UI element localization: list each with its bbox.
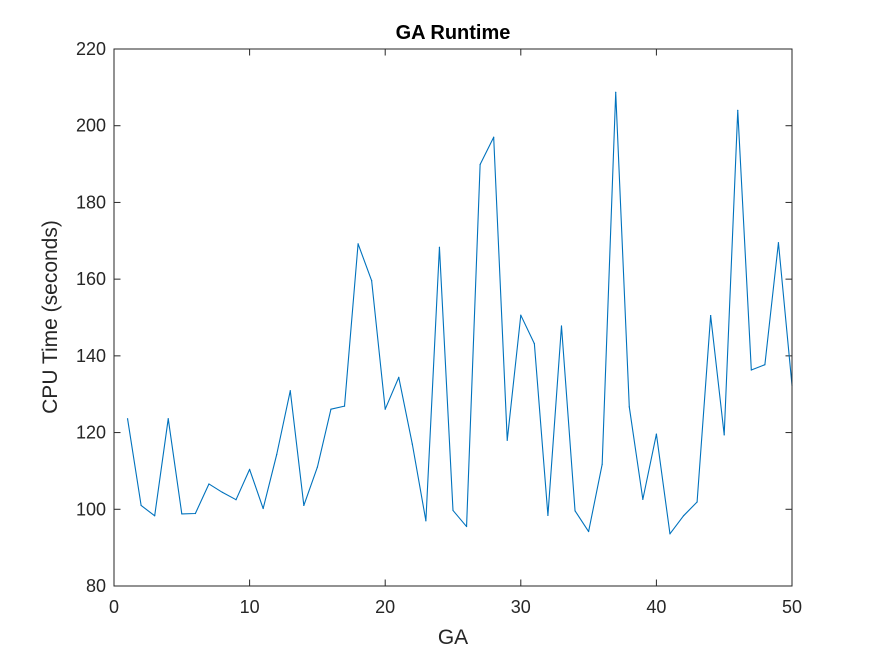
- x-tick-label-3: 30: [511, 597, 531, 617]
- data-point: [723, 434, 725, 436]
- x-tick-label-4: 40: [646, 597, 666, 617]
- data-point: [398, 376, 400, 378]
- x-tick-label-5: 50: [782, 597, 802, 617]
- data-point: [642, 498, 644, 500]
- data-point: [357, 243, 359, 245]
- data-point: [560, 325, 563, 327]
- data-point: [167, 418, 169, 420]
- data-point: [533, 342, 535, 345]
- data-point: [126, 418, 129, 420]
- data-point: [764, 364, 766, 366]
- data-point: [615, 91, 617, 93]
- data-point: [276, 453, 278, 456]
- series-group: [126, 91, 793, 535]
- x-tick-label-0: 0: [109, 597, 119, 617]
- y-tick-label-4: 160: [76, 269, 106, 289]
- y-tick-label-5: 180: [76, 192, 106, 212]
- y-axis-label: CPU Time (seconds): [39, 220, 62, 414]
- data-point: [465, 525, 468, 528]
- data-point: [425, 520, 427, 522]
- data-point: [208, 483, 210, 485]
- plot-frame: [113, 48, 793, 587]
- data-point: [194, 512, 196, 515]
- data-point: [737, 109, 739, 111]
- tick-labels: 0 10 20 30 40 50 80 100 120 140 160 180 200 220: [76, 39, 802, 617]
- data-point: [262, 507, 264, 510]
- data-point: [411, 443, 413, 445]
- y-tick-label-7: 220: [76, 39, 106, 59]
- x-axis-label: GA: [438, 626, 468, 649]
- y-tick-label-0: 80: [86, 576, 106, 596]
- data-point: [696, 501, 698, 503]
- data-point: [303, 504, 305, 507]
- data-point: [479, 163, 481, 166]
- data-point: [777, 242, 780, 244]
- data-point: [438, 246, 441, 248]
- data-point: [493, 136, 495, 138]
- data-point: [452, 509, 454, 512]
- plot-background: [114, 49, 792, 586]
- data-point: [601, 463, 603, 466]
- data-point: [343, 405, 346, 407]
- y-tick-label-3: 140: [76, 346, 106, 366]
- y-tick-label-2: 120: [76, 423, 106, 443]
- data-point: [682, 515, 685, 517]
- series-line-0: [127, 91, 793, 535]
- data-point: [181, 513, 183, 515]
- x-tick-label-2: 20: [375, 597, 395, 617]
- data-point: [710, 314, 712, 317]
- data-point: [750, 369, 752, 371]
- y-tick-label-6: 200: [76, 116, 106, 136]
- data-point: [289, 390, 291, 392]
- data-point: [628, 406, 630, 408]
- chart-title: GA Runtime: [396, 22, 511, 44]
- data-point: [588, 530, 590, 533]
- y-tick-label-1: 100: [76, 499, 106, 519]
- data-point: [316, 466, 318, 468]
- data-point: [506, 439, 508, 441]
- data-point: [371, 280, 373, 282]
- data-point: [574, 510, 576, 512]
- data-point: [384, 408, 386, 410]
- data-point: [249, 468, 251, 470]
- data-point: [655, 433, 658, 435]
- data-point: [140, 504, 142, 507]
- data-point: [330, 408, 332, 410]
- data-point: [154, 515, 156, 517]
- data-point: [520, 314, 522, 316]
- data-point: [669, 533, 671, 535]
- x-tick-label-1: 10: [240, 597, 260, 617]
- data-point: [235, 499, 237, 501]
- data-point: [221, 491, 224, 494]
- data-point: [547, 514, 549, 517]
